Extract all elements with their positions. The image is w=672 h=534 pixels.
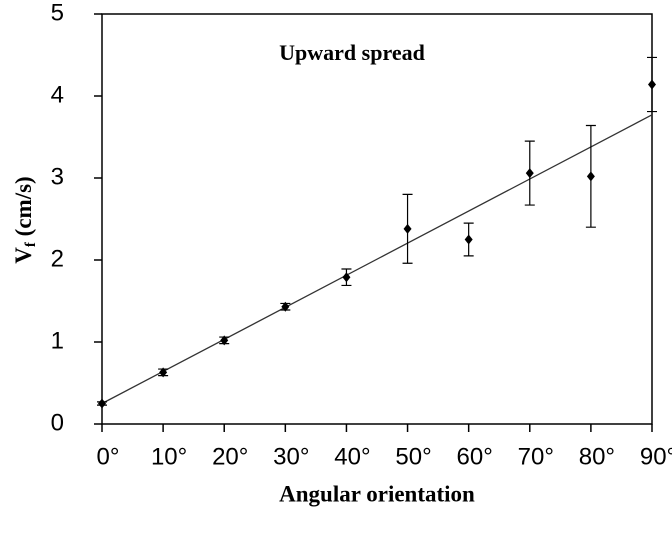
chart-title: Upward spread xyxy=(279,40,425,65)
x-tick-label: 20° xyxy=(212,443,248,470)
data-point xyxy=(648,79,656,90)
y-tick-label: 1 xyxy=(51,327,64,354)
y-axis-title-part: (cm/s) xyxy=(11,176,36,242)
x-tick-label: 60° xyxy=(457,443,493,470)
y-axis-title-part: V xyxy=(11,247,36,264)
x-tick-label: 40° xyxy=(334,443,370,470)
y-tick-label: 3 xyxy=(51,163,64,190)
y-tick-label: 0 xyxy=(51,409,64,436)
data-point xyxy=(281,301,290,312)
x-tick-label: 80° xyxy=(579,443,615,470)
data-point xyxy=(586,171,595,182)
y-axis-title: Vf (cm/s) xyxy=(11,176,39,263)
x-tick-label: 50° xyxy=(395,443,431,470)
data-point xyxy=(464,234,473,245)
y-axis-title-sub: f xyxy=(23,241,39,247)
x-tick-label: 90° xyxy=(640,443,672,470)
data-point xyxy=(525,168,534,179)
trendline xyxy=(101,114,653,405)
data-point xyxy=(403,223,412,234)
y-tick-label: 5 xyxy=(51,0,64,26)
data-point xyxy=(159,367,168,378)
data-point xyxy=(98,398,106,409)
x-tick-label: 10° xyxy=(151,443,187,470)
x-tick-label: 30° xyxy=(273,443,309,470)
plot-frame xyxy=(101,13,653,425)
x-tick-label: 0° xyxy=(97,443,120,470)
y-tick-label: 2 xyxy=(51,245,64,272)
x-axis-title: Angular orientation xyxy=(279,481,475,506)
data-point xyxy=(342,272,351,283)
x-tick-label: 70° xyxy=(518,443,554,470)
data-point xyxy=(220,335,229,346)
y-tick-label: 4 xyxy=(51,81,64,108)
